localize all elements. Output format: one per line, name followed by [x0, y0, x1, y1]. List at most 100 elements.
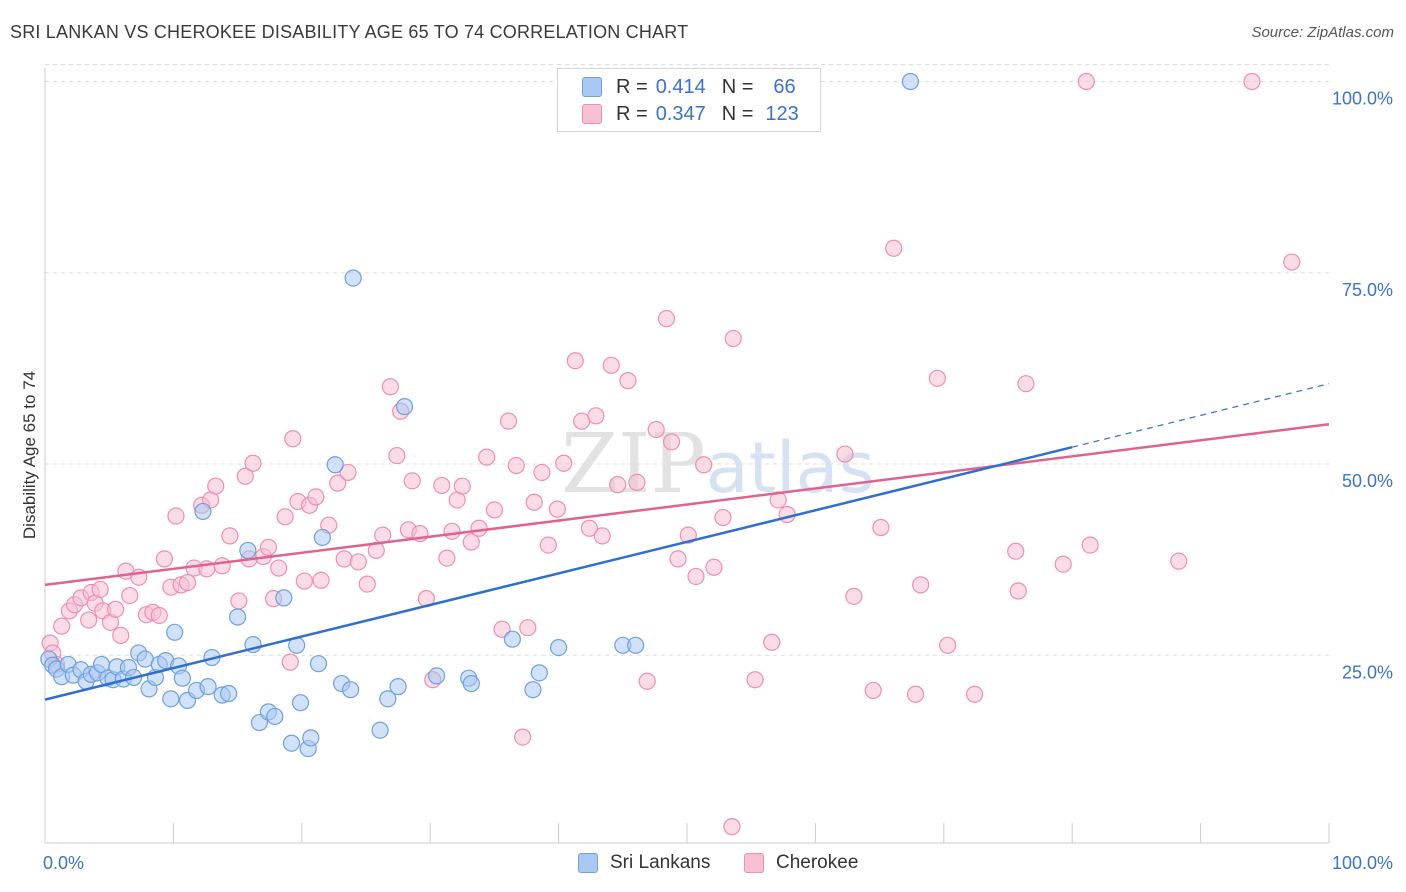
y-tick-label: 75.0% — [1342, 280, 1393, 300]
sri-lankans-point — [326, 456, 344, 474]
cherokee-point — [493, 620, 511, 638]
y-tick-label: 100.0% — [1332, 89, 1393, 109]
sri-lankans-swatch — [582, 77, 602, 97]
legend-item-cherokee[interactable]: Cherokee — [744, 852, 858, 874]
cherokee-point — [619, 372, 637, 390]
chart-title: SRI LANKAN VS CHEROKEE DISABILITY AGE 65… — [10, 22, 689, 42]
cherokee-point — [533, 463, 551, 482]
cherokee-point — [507, 456, 525, 475]
cherokee-point — [244, 454, 262, 472]
cherokee-point — [499, 412, 518, 430]
cherokee-swatch — [744, 853, 764, 873]
sri-lankans-point — [239, 541, 257, 560]
cherokee-point — [236, 467, 254, 485]
r-label: R = — [616, 102, 648, 125]
cherokee-point — [525, 493, 543, 511]
n-label: N = — [721, 75, 754, 98]
cherokee-point — [580, 519, 599, 537]
cherokee-point — [349, 553, 367, 571]
cherokee-point — [150, 606, 168, 625]
sri-lankans-trend-line — [44, 445, 1073, 701]
cherokee-point — [462, 533, 480, 551]
sri-lankans-point — [229, 608, 247, 626]
cherokee-point — [836, 445, 854, 463]
sri-lankans-point — [428, 667, 446, 685]
legend-item-sri-lankans[interactable]: Sri Lankans — [578, 852, 710, 874]
cherokee-point — [1007, 542, 1025, 560]
r-label: R = — [616, 75, 648, 98]
cherokee-point — [207, 477, 225, 495]
sri-lankans-point — [162, 690, 180, 708]
legend-label: Sri Lankans — [610, 852, 711, 873]
y-tick-label: 50.0% — [1342, 471, 1393, 491]
cherokee-point — [388, 446, 406, 465]
cherokee-point — [1009, 582, 1027, 600]
cherokee-point — [647, 420, 665, 439]
sri-lankans-point — [524, 681, 542, 699]
cherokee-point — [1077, 72, 1095, 91]
sri-lankans-point — [173, 669, 191, 687]
sri-lankans-swatch — [578, 853, 598, 873]
cherokee-point — [638, 672, 656, 690]
trend-lines — [44, 383, 1330, 701]
cherokee-point — [539, 536, 557, 554]
sri-lankans-point — [199, 678, 217, 696]
cherokee-point — [555, 454, 573, 472]
cherokee-point — [724, 329, 742, 348]
sri-lankans-point — [344, 269, 362, 287]
sri-lankans-point — [282, 734, 301, 752]
cherokee-point — [485, 501, 503, 519]
cherokee-point — [912, 576, 930, 594]
cherokee-point — [403, 472, 421, 490]
sri-lankans-point — [389, 678, 407, 696]
sri-lankans-point — [309, 655, 328, 673]
cherokee-point — [566, 352, 584, 370]
cherokee-point — [335, 550, 353, 568]
n-label: N = — [721, 102, 754, 125]
sri-lankans-point — [266, 707, 284, 726]
stats-legend: R = 0.414 N = 66 R = 0.347 N = 123 — [557, 68, 821, 132]
cherokee-point — [339, 463, 357, 482]
cherokee-point — [695, 456, 713, 474]
sri-lankans-point — [291, 694, 310, 712]
cherokee-point — [679, 526, 697, 544]
cherokee-point — [548, 500, 566, 518]
axes — [44, 68, 1330, 844]
cherokee-point — [107, 600, 125, 618]
tick-labels: 25.0% 50.0% 75.0% 100.0% 0.0% 100.0% — [43, 89, 1393, 874]
r-value: 0.414 — [655, 75, 706, 98]
cherokee-point — [519, 619, 537, 637]
cherokee-point — [121, 586, 139, 605]
cherokee-point — [358, 575, 376, 593]
cherokee-point — [723, 818, 741, 836]
watermark-text: ZIPatlas — [561, 417, 875, 512]
cherokee-point — [91, 580, 109, 599]
cherokee-point — [906, 685, 925, 703]
sri-lankans-point — [220, 684, 238, 703]
cherokee-point — [259, 538, 278, 556]
cherokee-trend-line — [44, 422, 1330, 587]
sri-lankans-point — [371, 721, 389, 739]
cherokee-point — [845, 587, 863, 605]
cherokee-point — [381, 378, 399, 396]
sri-lankans-point — [194, 502, 212, 521]
cherokee-point — [669, 550, 687, 568]
cherokee-point — [939, 636, 957, 654]
x-tick-label-min: 0.0% — [43, 853, 84, 873]
cherokee-point — [609, 476, 627, 494]
sri-lankans-point — [462, 674, 480, 693]
cherokee-point — [221, 527, 239, 545]
cherokee-point — [763, 633, 781, 651]
cherokee-point — [1243, 72, 1261, 91]
cherokee-point — [307, 488, 325, 506]
sri-lankans-point — [379, 690, 397, 708]
cherokee-point — [295, 572, 313, 590]
sri-lankans-point — [901, 72, 920, 91]
cherokee-point — [687, 567, 705, 586]
sri-lankans-point — [341, 681, 360, 699]
sri-lankans-point — [503, 630, 521, 648]
cherokee-point — [178, 573, 197, 592]
cherokee-point — [662, 433, 681, 451]
cherokee-point — [602, 356, 620, 374]
